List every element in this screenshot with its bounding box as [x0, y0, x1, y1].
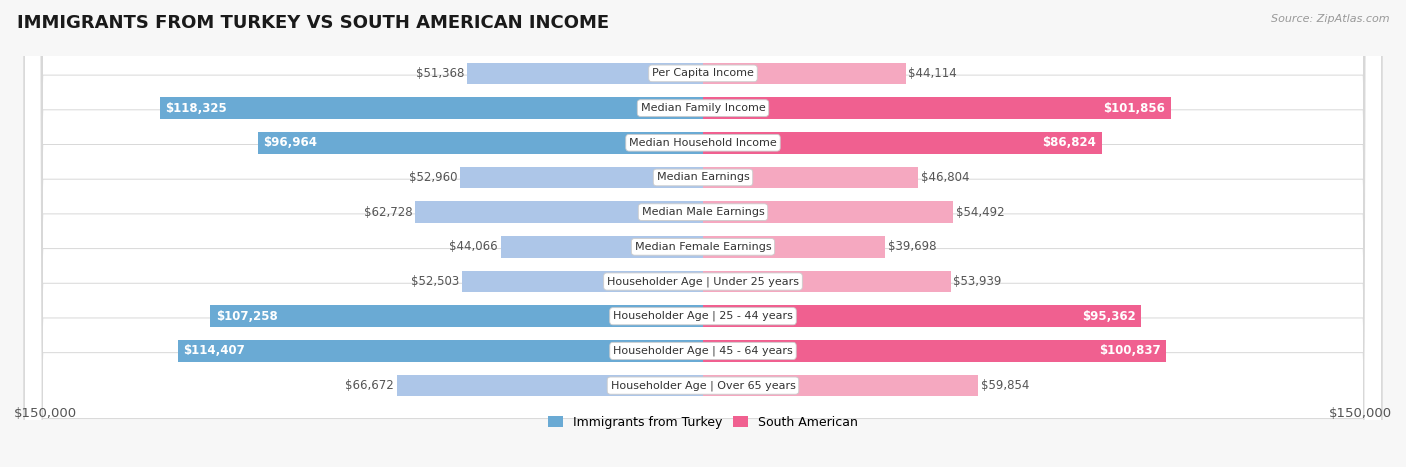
Bar	[467, 63, 703, 84]
Text: $107,258: $107,258	[217, 310, 277, 323]
FancyBboxPatch shape	[24, 0, 1382, 467]
Bar	[703, 340, 1166, 361]
Text: $54,492: $54,492	[956, 205, 1005, 219]
Text: Median Male Earnings: Median Male Earnings	[641, 207, 765, 217]
Bar	[501, 236, 703, 258]
Text: $44,066: $44,066	[450, 241, 498, 253]
Bar	[460, 167, 703, 188]
FancyBboxPatch shape	[24, 0, 1382, 467]
Legend: Immigrants from Turkey, South American: Immigrants from Turkey, South American	[543, 411, 863, 434]
Bar	[703, 236, 886, 258]
FancyBboxPatch shape	[24, 0, 1382, 467]
Text: $59,854: $59,854	[980, 379, 1029, 392]
Text: $86,824: $86,824	[1042, 136, 1097, 149]
Text: $52,503: $52,503	[411, 275, 460, 288]
Bar	[703, 375, 979, 396]
Bar	[703, 97, 1171, 119]
Bar	[396, 375, 703, 396]
Text: Householder Age | 45 - 64 years: Householder Age | 45 - 64 years	[613, 346, 793, 356]
Bar	[211, 305, 703, 327]
Text: $118,325: $118,325	[165, 102, 226, 114]
Bar	[703, 271, 950, 292]
Bar	[703, 201, 953, 223]
Text: IMMIGRANTS FROM TURKEY VS SOUTH AMERICAN INCOME: IMMIGRANTS FROM TURKEY VS SOUTH AMERICAN…	[17, 14, 609, 32]
Text: $150,000: $150,000	[14, 407, 77, 420]
Bar	[177, 340, 703, 361]
Text: $150,000: $150,000	[1329, 407, 1392, 420]
Text: $62,728: $62,728	[364, 205, 412, 219]
Bar	[257, 132, 703, 154]
Text: $53,939: $53,939	[953, 275, 1002, 288]
FancyBboxPatch shape	[24, 0, 1382, 467]
Text: $114,407: $114,407	[183, 345, 245, 357]
Text: Source: ZipAtlas.com: Source: ZipAtlas.com	[1271, 14, 1389, 24]
FancyBboxPatch shape	[24, 0, 1382, 467]
Text: Per Capita Income: Per Capita Income	[652, 68, 754, 78]
FancyBboxPatch shape	[24, 0, 1382, 467]
Text: Median Family Income: Median Family Income	[641, 103, 765, 113]
Text: $100,837: $100,837	[1099, 345, 1160, 357]
Text: $39,698: $39,698	[889, 241, 936, 253]
Text: $101,856: $101,856	[1104, 102, 1166, 114]
Text: Median Earnings: Median Earnings	[657, 172, 749, 183]
Bar	[703, 305, 1142, 327]
Bar	[703, 167, 918, 188]
Bar	[159, 97, 703, 119]
Text: Householder Age | Over 65 years: Householder Age | Over 65 years	[610, 380, 796, 391]
FancyBboxPatch shape	[24, 0, 1382, 467]
FancyBboxPatch shape	[24, 0, 1382, 467]
Text: Median Female Earnings: Median Female Earnings	[634, 242, 772, 252]
Text: Householder Age | Under 25 years: Householder Age | Under 25 years	[607, 276, 799, 287]
Bar	[415, 201, 703, 223]
Bar	[703, 63, 905, 84]
Bar	[703, 132, 1102, 154]
Bar	[461, 271, 703, 292]
Text: $66,672: $66,672	[346, 379, 394, 392]
Text: $51,368: $51,368	[416, 67, 464, 80]
Text: Median Household Income: Median Household Income	[628, 138, 778, 148]
Text: Householder Age | 25 - 44 years: Householder Age | 25 - 44 years	[613, 311, 793, 321]
Text: $96,964: $96,964	[263, 136, 318, 149]
Text: $44,114: $44,114	[908, 67, 957, 80]
FancyBboxPatch shape	[24, 0, 1382, 467]
Text: $52,960: $52,960	[409, 171, 457, 184]
Text: $95,362: $95,362	[1081, 310, 1136, 323]
Text: $46,804: $46,804	[921, 171, 969, 184]
FancyBboxPatch shape	[24, 0, 1382, 467]
